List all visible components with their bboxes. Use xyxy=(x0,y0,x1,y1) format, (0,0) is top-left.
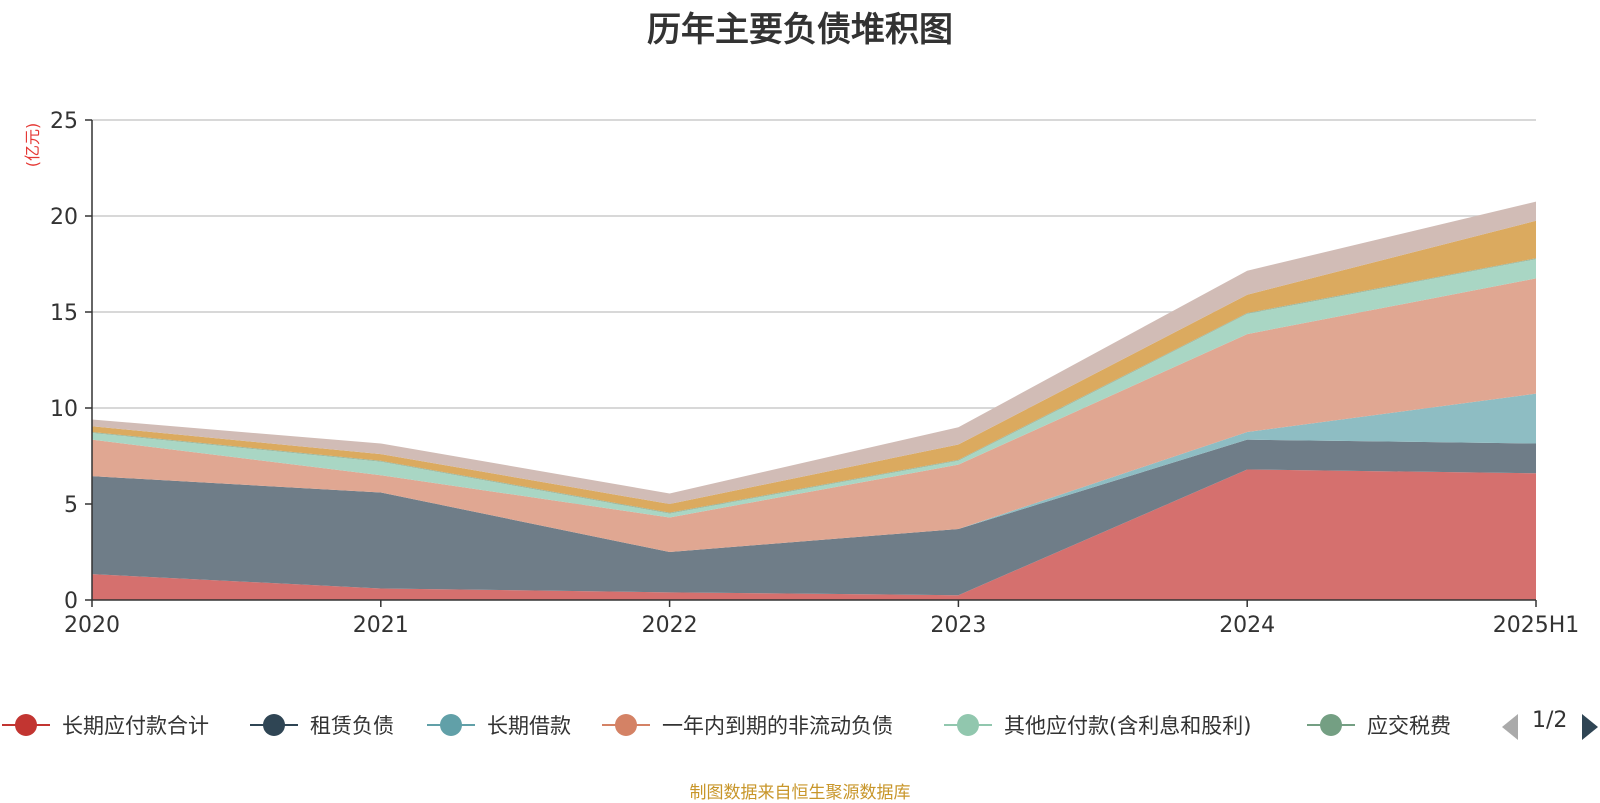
chart-title: 历年主要负债堆积图 xyxy=(647,10,953,50)
legend-label: 一年内到期的非流动负债 xyxy=(662,714,893,738)
area-series-1 xyxy=(92,469,1536,600)
y-tick-label: 10 xyxy=(50,397,78,422)
legend-marker-icon xyxy=(427,714,475,736)
x-tick-label: 2020 xyxy=(64,613,120,638)
x-tick-label: 2021 xyxy=(353,613,409,638)
legend-marker-icon xyxy=(602,714,650,736)
legend-next-arrow-icon[interactable] xyxy=(1580,712,1600,742)
axes: 0 5 10 15 20 25 2020 2021 2022 2023 2024 2025H1 xyxy=(50,109,1579,638)
x-tick-label: 2025H1 xyxy=(1493,613,1580,638)
legend-label: 长期应付款合计 xyxy=(62,714,209,738)
x-tick-label: 2022 xyxy=(642,613,698,638)
legend-label: 其他应付款(含利息和股利) xyxy=(1004,714,1252,738)
y-tick-label: 5 xyxy=(64,493,78,518)
area-series-2 xyxy=(92,439,1536,596)
y-tick-label: 0 xyxy=(64,589,78,614)
legend: 1/2 长期应付款合计 租赁负债 长期借款 一年内到期的非流动负债 其他应付款(含利息和… xyxy=(0,706,1600,746)
legend-marker-icon xyxy=(250,714,298,736)
legend-label: 应交税费 xyxy=(1367,714,1451,738)
x-tick-label: 2023 xyxy=(930,613,986,638)
area-series-4 xyxy=(92,278,1536,552)
source-note: 制图数据来自恒生聚源数据库 xyxy=(689,783,911,803)
x-tick-label: 2024 xyxy=(1219,613,1275,638)
y-tick-label: 20 xyxy=(50,205,78,230)
y-axis-unit-label: (亿元) xyxy=(23,123,42,168)
legend-marker-icon xyxy=(2,714,50,736)
area-chart: 0 5 10 15 20 25 2020 2021 2022 2023 2024 2025H1 (亿元… xyxy=(23,109,1579,638)
y-tick-label: 15 xyxy=(50,301,78,326)
legend-label: 租赁负债 xyxy=(310,714,394,738)
legend-prev-arrow-icon[interactable] xyxy=(1500,712,1522,742)
stacked-areas xyxy=(92,201,1536,600)
legend-label: 长期借款 xyxy=(487,714,571,738)
legend-marker-icon xyxy=(944,714,992,736)
legend-page-indicator: 1/2 xyxy=(1532,708,1568,733)
legend-marker-icon xyxy=(1307,714,1355,736)
y-tick-label: 25 xyxy=(50,109,78,134)
